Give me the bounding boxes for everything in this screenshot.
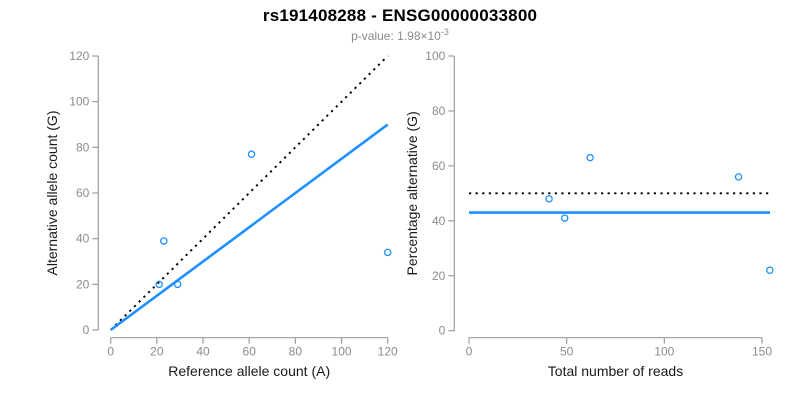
pvalue-exponent: -3: [440, 27, 449, 37]
right-y-tick-label: 100: [425, 49, 445, 63]
left-x-tick-label: 40: [196, 345, 210, 359]
left-x-tick-label: 20: [150, 345, 164, 359]
fit-line: [109, 123, 389, 332]
left-x-tick-label: 100: [332, 345, 352, 359]
left-y-axis-title: Alternative allele count (G): [44, 111, 60, 276]
left-y-tick-label: 40: [76, 232, 90, 246]
right-x-tick-label: 150: [752, 345, 772, 359]
left-y-tick-label: 120: [69, 49, 89, 63]
right-y-tick-label: 40: [432, 214, 446, 228]
left-x-tick-label: 0: [107, 345, 114, 359]
left-y-tick-label: 100: [69, 95, 89, 109]
right-y-tick-label: 80: [432, 104, 446, 118]
left-data-point: [247, 150, 256, 158]
left-data-point: [173, 280, 182, 289]
left-data-point: [155, 280, 163, 289]
right-data-point: [560, 214, 569, 222]
left-data-point: [160, 237, 168, 245]
pvalue-subtitle: p-value: 1.98×10-3: [0, 27, 800, 43]
left-data-point: [383, 248, 392, 257]
left-x-tick-label: 80: [289, 345, 303, 359]
left-y-tick-label: 0: [83, 323, 90, 337]
right-x-tick-label: 100: [654, 345, 674, 359]
right-data-point: [766, 266, 774, 275]
right-x-tick-label: 50: [560, 345, 574, 359]
right-y-axis-title: Percentage alternative (G): [404, 111, 420, 275]
left-x-tick-label: 120: [378, 345, 398, 359]
right-y-tick-label: 60: [432, 159, 446, 173]
identity-line: [110, 55, 389, 331]
right-data-point: [545, 195, 553, 203]
right-x-axis-title: Total number of reads: [548, 363, 683, 379]
pvalue-base: p-value: 1.98×10: [351, 29, 441, 43]
left-x-axis-title: Reference allele count (A): [168, 363, 330, 379]
left-x-tick-label: 60: [243, 345, 257, 359]
right-x-tick-label: 0: [466, 345, 473, 359]
left-y-tick-label: 80: [76, 140, 90, 154]
right-y-tick-label: 0: [439, 324, 446, 338]
left-y-tick-label: 60: [76, 186, 90, 200]
page-title: rs191408288 - ENSG00000033800: [262, 6, 538, 25]
right-data-point: [734, 173, 743, 181]
right-data-point: [586, 153, 594, 162]
left-y-tick-label: 20: [76, 277, 90, 291]
right-y-tick-label: 20: [432, 269, 446, 283]
